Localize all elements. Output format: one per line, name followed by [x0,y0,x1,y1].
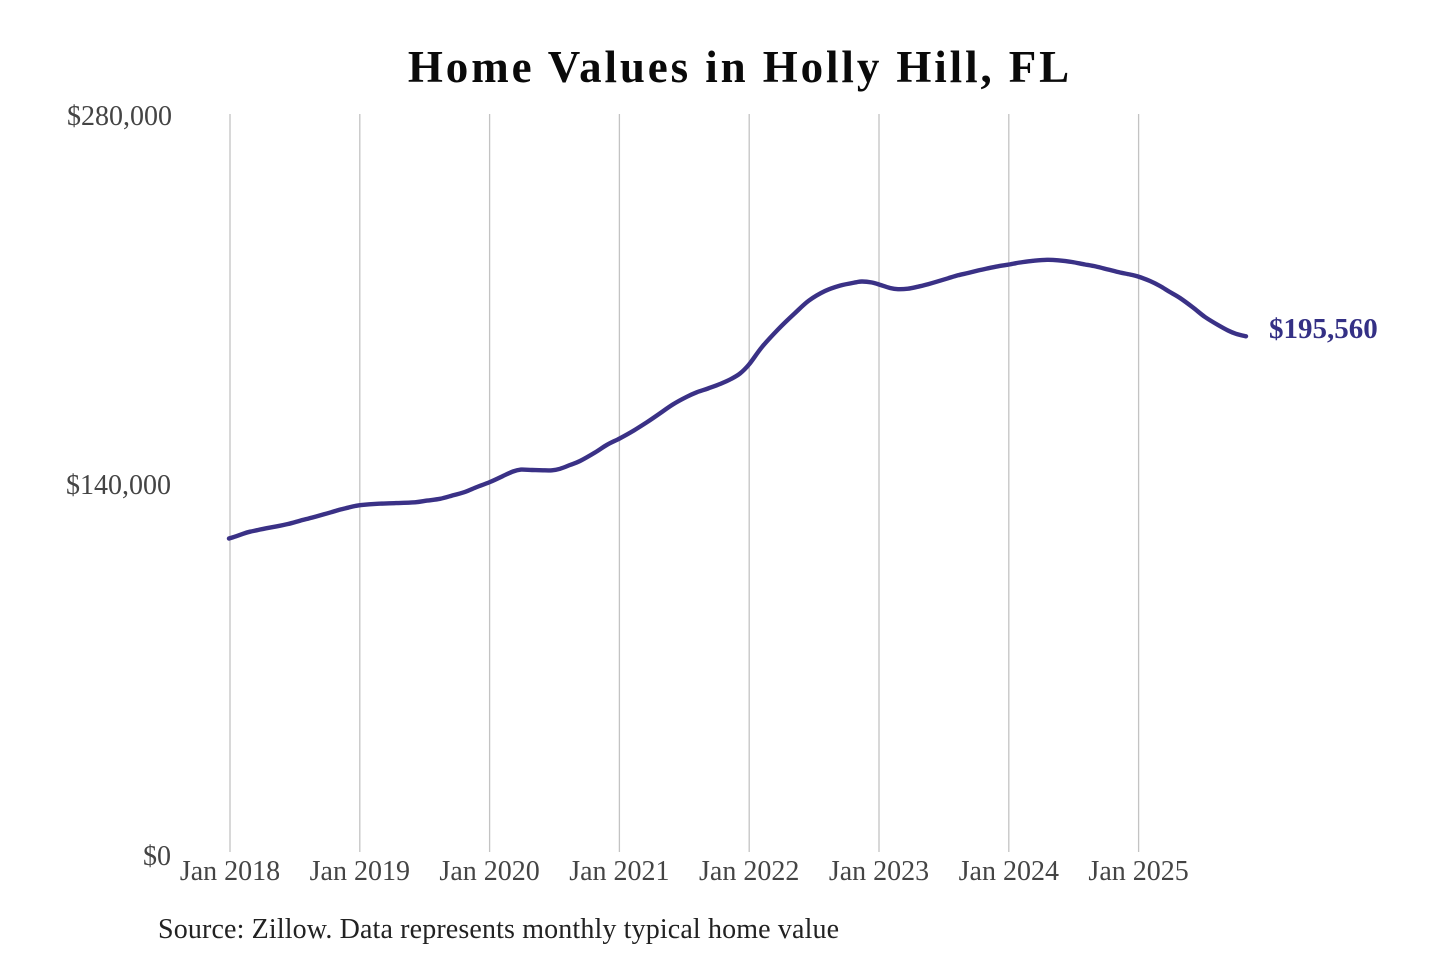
svg-text:$0: $0 [143,841,171,872]
svg-text:$140,000: $140,000 [66,470,171,501]
svg-text:Jan 2024: Jan 2024 [959,856,1059,887]
svg-text:$195,560: $195,560 [1269,313,1378,345]
svg-text:$280,000: $280,000 [67,101,172,132]
svg-text:Jan 2019: Jan 2019 [310,856,410,887]
svg-text:Jan 2021: Jan 2021 [569,856,669,887]
svg-text:Source: Zillow. Data represent: Source: Zillow. Data represents monthly … [158,914,839,945]
svg-text:Jan 2020: Jan 2020 [439,856,539,887]
svg-text:Jan 2018: Jan 2018 [180,856,280,887]
svg-text:Home Values in Holly Hill, FL: Home Values in Holly Hill, FL [408,42,1072,92]
svg-text:Jan 2025: Jan 2025 [1088,856,1188,887]
svg-text:Jan 2023: Jan 2023 [829,856,929,887]
svg-text:Jan 2022: Jan 2022 [699,856,799,887]
